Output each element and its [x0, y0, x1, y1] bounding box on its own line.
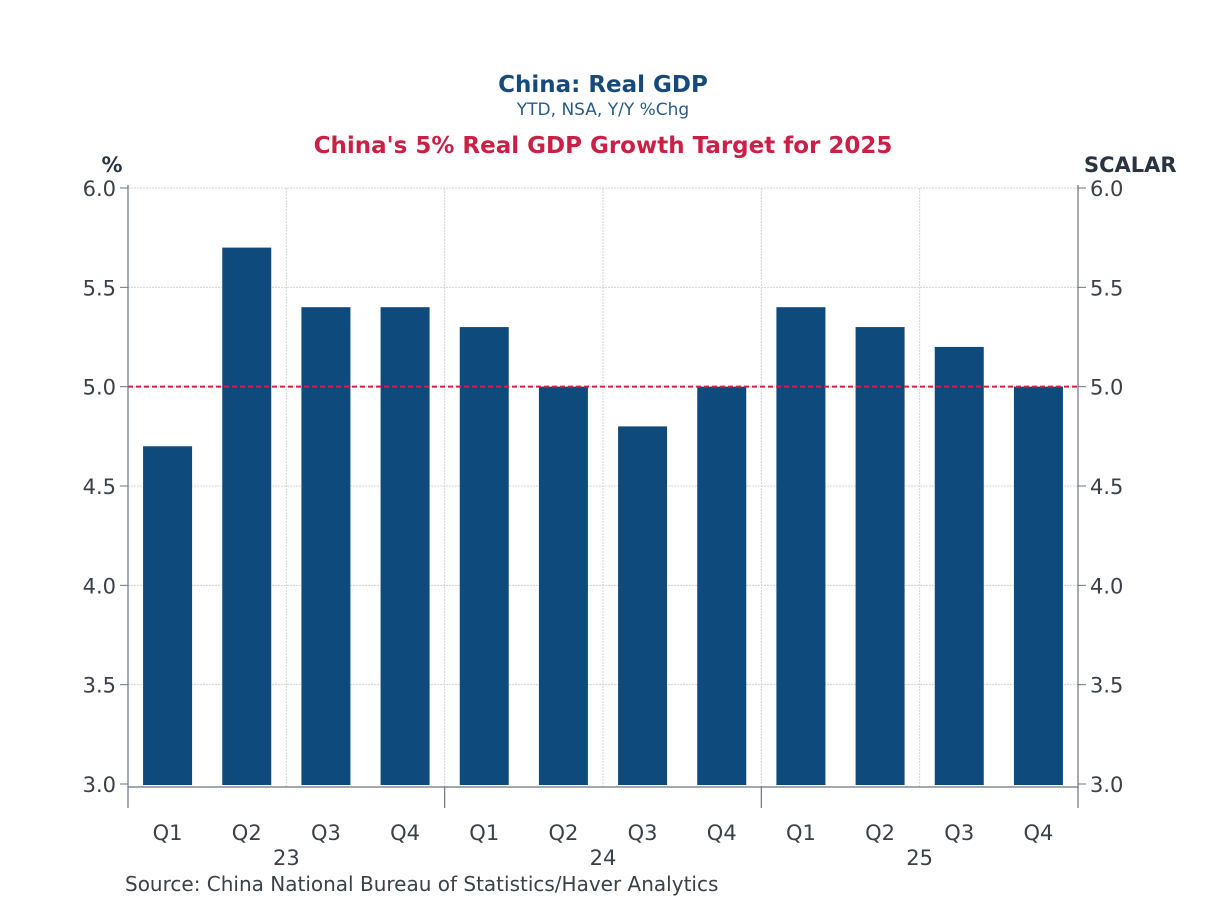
x-category-label: Q3 [944, 821, 974, 845]
x-year-label: 23 [273, 846, 300, 870]
x-category-label: Q2 [232, 821, 262, 845]
x-year-label: 24 [590, 846, 617, 870]
bar [459, 327, 509, 785]
x-category-label: Q2 [865, 821, 895, 845]
x-year-label: 25 [906, 846, 933, 870]
bar [222, 247, 272, 786]
chart-title: China: Real GDP [498, 72, 708, 98]
bar [618, 426, 668, 785]
left-y-tick-label: 6.0 [83, 177, 116, 201]
right-y-tick-label: 5.0 [1090, 376, 1123, 400]
bar [380, 307, 430, 785]
right-y-tick-label: 4.0 [1090, 574, 1123, 598]
left-y-tick-label: 4.5 [83, 475, 116, 499]
right-y-tick-label: 3.0 [1090, 773, 1123, 797]
right-y-tick-label: 3.5 [1090, 674, 1123, 698]
x-category-label: Q1 [786, 821, 816, 845]
left-y-tick-label: 5.0 [83, 376, 116, 400]
left-axis-unit-label: % [101, 153, 122, 177]
x-category-label: Q1 [153, 821, 183, 845]
chart-subtitle: YTD, NSA, Y/Y %Chg [516, 100, 689, 120]
axes [120, 185, 1086, 808]
right-axis-unit-label: SCALAR [1084, 153, 1177, 177]
bars [143, 247, 1063, 786]
bar [538, 386, 588, 785]
x-category-label: Q4 [390, 821, 420, 845]
x-category-label: Q2 [548, 821, 578, 845]
x-category-label: Q4 [1023, 821, 1053, 845]
bar [301, 307, 351, 785]
right-y-tick-label: 5.5 [1090, 276, 1123, 300]
bar [934, 346, 984, 785]
left-y-tick-label: 4.0 [83, 574, 116, 598]
x-tick-labels: Q1 Q2 Q3 Q4 Q1 Q2 Q3 Q4 Q1 Q2 Q3 Q4 23 24 25 [153, 821, 1054, 870]
x-category-label: Q3 [628, 821, 658, 845]
y-tick-labels: 6.0 6.0 5.5 5.5 5.0 5.0 4.5 4.5 4.0 4.0 3.5 3.5 3.0 3… [83, 177, 1124, 797]
x-category-label: Q1 [469, 821, 499, 845]
bar [1013, 386, 1063, 785]
bar [697, 386, 747, 785]
x-category-label: Q3 [311, 821, 341, 845]
left-y-tick-label: 3.5 [83, 674, 116, 698]
source-note: Source: China National Bureau of Statist… [125, 872, 718, 896]
bar [776, 307, 826, 785]
bar [143, 446, 193, 785]
right-y-tick-label: 4.5 [1090, 475, 1123, 499]
right-y-tick-label: 6.0 [1090, 177, 1123, 201]
chart-headline: China's 5% Real GDP Growth Target for 20… [314, 133, 893, 159]
left-y-tick-label: 5.5 [83, 276, 116, 300]
left-y-tick-label: 3.0 [83, 773, 116, 797]
bar [855, 327, 905, 785]
x-category-label: Q4 [707, 821, 737, 845]
